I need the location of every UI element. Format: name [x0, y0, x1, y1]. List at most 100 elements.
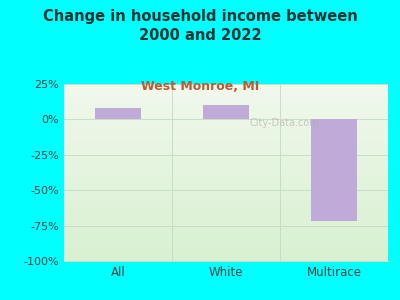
Bar: [64, 141, 388, 142]
Bar: [64, 196, 388, 197]
Bar: [64, 199, 388, 201]
Bar: [64, 213, 388, 215]
Bar: [64, 121, 388, 123]
Bar: [64, 222, 388, 224]
Bar: [64, 192, 388, 194]
Bar: [64, 171, 388, 172]
Bar: [64, 88, 388, 89]
Bar: [64, 208, 388, 210]
Bar: [64, 96, 388, 98]
Bar: [64, 105, 388, 107]
Bar: [64, 174, 388, 176]
Bar: [64, 153, 388, 155]
Bar: [95, 108, 141, 119]
Bar: [64, 172, 388, 174]
Bar: [64, 245, 388, 247]
Bar: [64, 91, 388, 93]
Bar: [64, 109, 388, 111]
Bar: [64, 233, 388, 235]
Bar: [64, 146, 388, 148]
Bar: [64, 127, 388, 128]
Bar: [311, 119, 357, 221]
Bar: [64, 194, 388, 196]
Bar: [64, 212, 388, 213]
Bar: [64, 204, 388, 206]
Bar: [64, 210, 388, 212]
Bar: [64, 176, 388, 178]
Bar: [64, 215, 388, 217]
Bar: [64, 231, 388, 233]
Bar: [64, 220, 388, 222]
Bar: [64, 250, 388, 252]
Bar: [64, 114, 388, 116]
Bar: [64, 217, 388, 218]
Bar: [64, 137, 388, 139]
Bar: [64, 224, 388, 226]
Bar: [64, 257, 388, 259]
Bar: [64, 112, 388, 114]
Bar: [64, 226, 388, 227]
Bar: [64, 227, 388, 229]
Bar: [64, 235, 388, 236]
Bar: [64, 103, 388, 105]
Bar: [64, 243, 388, 245]
Bar: [64, 119, 388, 121]
Bar: [64, 252, 388, 254]
Bar: [64, 128, 388, 130]
Bar: [64, 134, 388, 135]
Bar: [64, 167, 388, 169]
Bar: [64, 130, 388, 132]
Bar: [64, 151, 388, 153]
Text: West Monroe, MI: West Monroe, MI: [141, 80, 259, 92]
Text: City-Data.com: City-Data.com: [250, 118, 319, 128]
Bar: [64, 202, 388, 204]
Bar: [64, 188, 388, 190]
Bar: [64, 102, 388, 103]
Bar: [64, 181, 388, 183]
Bar: [64, 197, 388, 199]
Bar: [64, 139, 388, 141]
Bar: [64, 190, 388, 192]
Bar: [64, 155, 388, 157]
Bar: [64, 183, 388, 185]
Bar: [64, 256, 388, 257]
Bar: [64, 164, 388, 165]
Bar: [64, 242, 388, 243]
Bar: [64, 160, 388, 162]
Bar: [64, 178, 388, 180]
Bar: [64, 132, 388, 134]
Bar: [64, 135, 388, 137]
Bar: [64, 116, 388, 118]
Bar: [64, 118, 388, 119]
Bar: [64, 94, 388, 96]
Bar: [64, 247, 388, 249]
Bar: [64, 123, 388, 125]
Bar: [64, 206, 388, 208]
Bar: [64, 185, 388, 187]
Bar: [64, 229, 388, 231]
Bar: [64, 157, 388, 158]
Bar: [64, 218, 388, 220]
Bar: [64, 148, 388, 149]
Bar: [64, 201, 388, 203]
Bar: [203, 105, 249, 119]
Bar: [64, 100, 388, 102]
Bar: [64, 180, 388, 181]
Bar: [64, 169, 388, 171]
Bar: [64, 86, 388, 88]
Bar: [64, 84, 388, 86]
Bar: [64, 149, 388, 151]
Bar: [64, 259, 388, 261]
Bar: [64, 187, 388, 188]
Bar: [64, 98, 388, 100]
Bar: [64, 142, 388, 144]
Bar: [64, 165, 388, 167]
Bar: [64, 254, 388, 256]
Bar: [64, 89, 388, 91]
Bar: [64, 107, 388, 109]
Bar: [64, 162, 388, 164]
Bar: [64, 240, 388, 242]
Bar: [64, 249, 388, 250]
Bar: [64, 236, 388, 238]
Bar: [64, 158, 388, 160]
